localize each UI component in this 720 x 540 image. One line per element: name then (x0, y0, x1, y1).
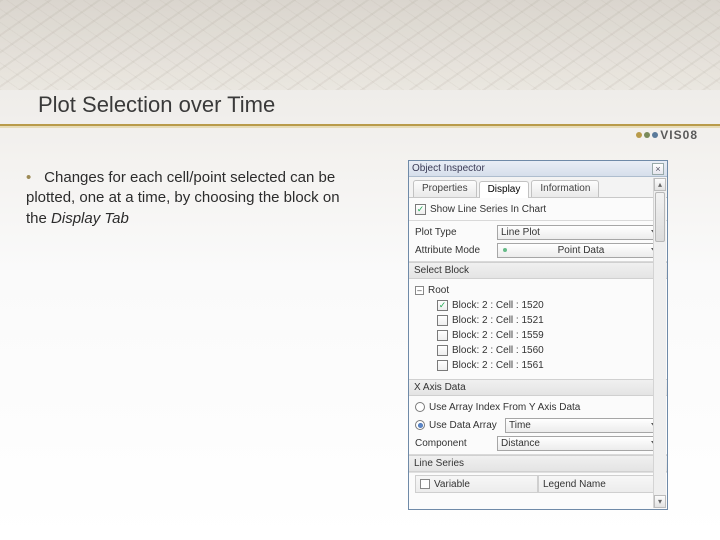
use-array-label: Use Data Array (429, 420, 501, 431)
panel-title: Object Inspector (412, 163, 485, 174)
plot-type-row: Plot Type Line Plot Attribute Mode Point… (409, 221, 667, 262)
x-axis-section: Use Array Index From Y Axis Data Use Dat… (409, 396, 667, 455)
scrollbar[interactable]: ▴ ▾ (653, 178, 666, 508)
tree-block-item[interactable]: Block: 2 : Cell : 1560 (437, 343, 661, 358)
plot-type-label: Plot Type (415, 227, 493, 238)
scroll-down-icon[interactable]: ▾ (654, 495, 666, 508)
show-line-series-checkbox[interactable]: ✓ (415, 204, 426, 215)
block-label: Block: 2 : Cell : 1520 (452, 300, 544, 311)
use-index-radio[interactable] (415, 402, 425, 412)
component-dropdown[interactable]: Distance (497, 436, 661, 451)
x-axis-header: X Axis Data (409, 379, 667, 396)
show-line-series-row: ✓ Show Line Series In Chart (409, 198, 667, 221)
series-color-swatch (420, 479, 430, 489)
tree-block-item[interactable]: ✓ Block: 2 : Cell : 1520 (437, 298, 661, 313)
logo-text: VIS08 (660, 128, 698, 142)
block-checkbox[interactable] (437, 315, 448, 326)
panel-titlebar[interactable]: Object Inspector × (409, 161, 667, 177)
slide-title: Plot Selection over Time (38, 92, 275, 118)
line-series-col-legend[interactable]: Legend Name (538, 475, 661, 493)
decorative-banner (0, 0, 720, 90)
tab-display[interactable]: Display (479, 181, 530, 198)
title-underline (0, 124, 720, 128)
block-label: Block: 2 : Cell : 1561 (452, 360, 544, 371)
point-data-icon (501, 245, 511, 255)
block-checkbox[interactable]: ✓ (437, 300, 448, 311)
use-array-radio[interactable] (415, 420, 425, 430)
component-value: Distance (501, 438, 540, 449)
bullet-icon: • (26, 168, 40, 188)
block-label: Block: 2 : Cell : 1560 (452, 345, 544, 356)
select-block-header: Select Block (409, 262, 667, 279)
line-series-header: Line Series (409, 455, 667, 472)
tree-block-item[interactable]: Block: 2 : Cell : 1559 (437, 328, 661, 343)
object-inspector-panel: Object Inspector × Properties Display In… (408, 160, 668, 510)
x-array-dropdown[interactable]: Time (505, 418, 661, 433)
body-text: • Changes for each cell/point selected c… (26, 168, 356, 229)
show-line-series-label: Show Line Series In Chart (430, 204, 546, 215)
scroll-thumb[interactable] (655, 192, 665, 242)
tree-block-item[interactable]: Block: 2 : Cell : 1521 (437, 313, 661, 328)
tree-root-label: Root (428, 285, 449, 296)
block-checkbox[interactable] (437, 360, 448, 371)
line-series-col-variable[interactable]: Variable (415, 475, 538, 493)
component-label: Component (415, 438, 493, 449)
select-block-tree: – Root ✓ Block: 2 : Cell : 1520 Block: 2 :… (409, 279, 667, 379)
tree-block-item[interactable]: Block: 2 : Cell : 1561 (437, 358, 661, 373)
close-icon[interactable]: × (652, 163, 664, 175)
logo-dot (644, 132, 650, 138)
scroll-up-icon[interactable]: ▴ (654, 178, 666, 191)
panel-body: ✓ Show Line Series In Chart Plot Type Li… (409, 198, 667, 509)
line-series-table: Variable Legend Name (409, 472, 667, 497)
logo-dot (636, 132, 642, 138)
logo: VIS08 (636, 128, 698, 142)
tab-properties[interactable]: Properties (413, 180, 477, 197)
use-index-label: Use Array Index From Y Axis Data (429, 402, 580, 413)
logo-dot (652, 132, 658, 138)
plot-type-dropdown[interactable]: Line Plot (497, 225, 661, 240)
attribute-mode-label: Attribute Mode (415, 245, 493, 256)
attribute-mode-value: Point Data (558, 245, 605, 256)
block-label: Block: 2 : Cell : 1559 (452, 330, 544, 341)
block-checkbox[interactable] (437, 330, 448, 341)
attribute-mode-dropdown[interactable]: Point Data (497, 243, 661, 258)
block-checkbox[interactable] (437, 345, 448, 356)
body-paragraph: Changes for each cell/point selected can… (26, 169, 340, 227)
plot-type-value: Line Plot (501, 227, 540, 238)
x-array-value: Time (509, 420, 531, 431)
tree-collapse-icon[interactable]: – (415, 286, 424, 295)
tab-strip: Properties Display Information (409, 177, 667, 198)
block-label: Block: 2 : Cell : 1521 (452, 315, 544, 326)
tab-information[interactable]: Information (531, 180, 599, 197)
